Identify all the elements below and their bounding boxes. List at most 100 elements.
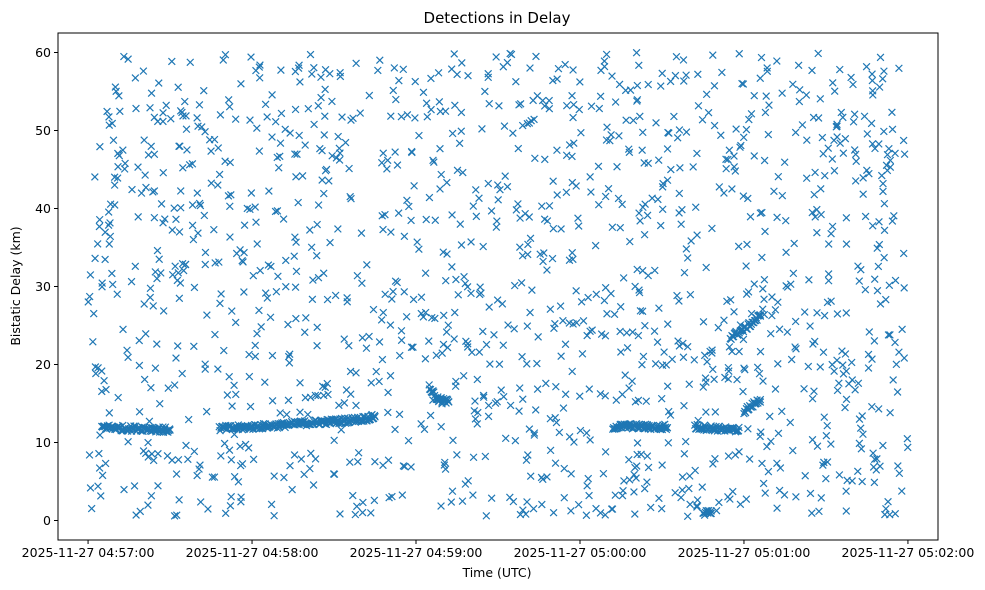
data-point bbox=[493, 397, 502, 406]
data-point bbox=[91, 173, 99, 181]
data-point bbox=[868, 402, 876, 411]
data-point bbox=[370, 496, 379, 505]
data-point bbox=[556, 302, 565, 310]
data-point bbox=[816, 95, 825, 103]
data-point bbox=[139, 447, 148, 455]
data-point bbox=[439, 248, 448, 256]
data-point bbox=[640, 159, 649, 167]
data-point bbox=[353, 271, 362, 280]
data-point bbox=[404, 436, 413, 445]
data-point bbox=[334, 132, 342, 141]
data-point bbox=[200, 211, 209, 220]
data-point bbox=[395, 76, 403, 85]
data-point bbox=[876, 462, 884, 470]
data-point bbox=[120, 52, 128, 61]
data-point bbox=[281, 256, 290, 265]
data-point bbox=[168, 456, 176, 464]
data-point bbox=[274, 163, 283, 172]
data-point bbox=[186, 58, 195, 67]
data-point bbox=[296, 378, 304, 387]
data-point bbox=[320, 131, 329, 139]
data-point bbox=[522, 360, 531, 368]
data-point bbox=[710, 375, 718, 384]
data-point bbox=[225, 372, 234, 381]
data-point bbox=[876, 53, 885, 62]
data-point bbox=[536, 250, 545, 259]
data-point bbox=[526, 308, 534, 317]
data-point bbox=[437, 502, 445, 510]
data-point bbox=[841, 134, 850, 143]
data-point bbox=[658, 69, 667, 78]
data-point bbox=[246, 205, 254, 214]
data-point bbox=[537, 202, 546, 210]
data-point bbox=[292, 267, 301, 276]
data-point bbox=[173, 342, 182, 350]
data-point bbox=[150, 150, 159, 159]
data-point bbox=[217, 290, 225, 298]
data-point bbox=[421, 308, 430, 317]
data-point bbox=[157, 200, 166, 208]
data-point bbox=[680, 268, 689, 277]
data-point bbox=[745, 455, 754, 463]
data-point bbox=[891, 149, 899, 158]
data-point bbox=[761, 489, 770, 497]
data-point bbox=[679, 77, 688, 85]
data-point bbox=[346, 192, 354, 201]
data-point bbox=[678, 486, 687, 494]
data-point bbox=[427, 105, 435, 114]
data-point bbox=[523, 498, 531, 506]
data-point bbox=[179, 112, 187, 120]
data-point bbox=[216, 299, 224, 308]
data-point bbox=[306, 464, 314, 473]
data-point bbox=[155, 399, 164, 408]
data-point bbox=[691, 203, 700, 212]
data-point bbox=[735, 347, 743, 356]
data-point bbox=[348, 491, 357, 500]
data-point bbox=[569, 113, 577, 122]
data-point bbox=[295, 131, 304, 140]
data-point bbox=[441, 465, 450, 473]
data-point bbox=[767, 437, 775, 446]
data-point bbox=[307, 243, 316, 252]
data-point bbox=[739, 133, 748, 142]
data-point bbox=[193, 189, 202, 197]
data-point bbox=[549, 76, 557, 85]
data-point bbox=[739, 192, 748, 200]
data-point bbox=[426, 411, 435, 420]
data-point bbox=[184, 415, 193, 424]
data-point bbox=[268, 396, 277, 405]
data-point bbox=[870, 455, 879, 464]
data-point bbox=[638, 128, 647, 137]
data-point bbox=[450, 335, 458, 343]
data-point bbox=[791, 317, 800, 326]
data-point bbox=[172, 215, 180, 224]
data-point bbox=[808, 394, 817, 403]
data-point bbox=[707, 509, 715, 518]
data-point bbox=[800, 308, 809, 316]
data-point bbox=[816, 363, 825, 371]
data-point bbox=[323, 379, 332, 388]
data-point bbox=[879, 179, 887, 188]
data-point bbox=[159, 219, 167, 227]
data-point bbox=[115, 91, 123, 100]
data-point bbox=[746, 212, 755, 221]
data-point bbox=[743, 194, 752, 203]
data-point bbox=[514, 200, 522, 208]
data-point bbox=[720, 316, 728, 325]
data-point bbox=[352, 369, 360, 377]
data-point bbox=[875, 240, 884, 249]
plot-frame bbox=[57, 32, 939, 541]
data-point bbox=[511, 436, 520, 445]
data-point bbox=[499, 392, 508, 401]
data-point bbox=[351, 510, 360, 519]
data-point bbox=[756, 209, 765, 217]
data-point bbox=[802, 174, 811, 183]
data-point bbox=[225, 102, 234, 111]
data-point bbox=[568, 152, 576, 161]
data-point bbox=[176, 187, 185, 195]
data-point bbox=[735, 49, 744, 58]
data-point bbox=[394, 209, 403, 217]
data-point bbox=[820, 171, 829, 180]
data-point bbox=[787, 355, 796, 364]
data-point bbox=[546, 414, 555, 423]
